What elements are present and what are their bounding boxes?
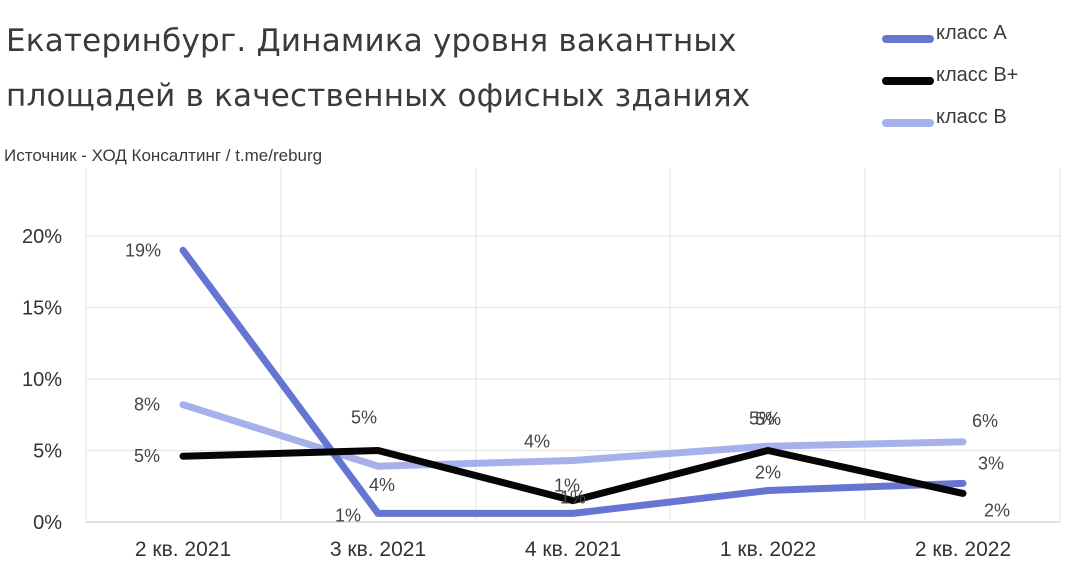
data-label-class-a: 19% [125,240,161,260]
legend-item-class-a: класс А [882,20,1072,62]
data-label-class-a: 3% [978,453,1004,473]
legend: класс А класс В+ класс В [882,20,1072,146]
legend-item-class-b: класс В [882,104,1072,146]
chart-title-line-1: Екатеринбург. Динамика уровня вакантных [6,23,737,59]
series-line-class-b-plus [179,447,967,505]
legend-swatch-class-a [882,35,934,43]
x-tick-label: 2 кв. 2021 [135,538,231,561]
y-tick-label: 5% [33,441,62,463]
legend-item-class-b-plus: класс В+ [882,62,1072,104]
x-tick-label: 2 кв. 2022 [915,538,1011,561]
y-tick-label: 0% [33,512,62,534]
legend-swatch-class-b [882,119,934,127]
data-label-class-a: 2% [755,463,781,483]
series-line-class-a [179,246,967,517]
series-line-class-b [179,401,967,470]
data-label-class-b-plus: 1% [554,476,580,496]
data-label-class-a: 1% [335,505,361,525]
data-label-class-b-plus: 2% [984,500,1010,520]
legend-swatch-class-b-plus [882,77,934,85]
legend-label-class-a: класс А [936,22,1007,44]
data-label-class-b-plus: 5% [351,408,377,428]
source-note: Источник - ХОД Консалтинг / t.me/reburg [4,146,323,165]
y-tick-label: 10% [22,369,62,391]
x-tick-label: 3 кв. 2021 [330,538,426,561]
chart-title-line-2: площадей в качественных офисных зданиях [6,78,751,114]
data-label-class-b: 6% [972,411,998,431]
legend-label-class-b: класс В [936,106,1007,128]
chart-title: Екатеринбург. Динамика уровня вакантных … [6,14,750,124]
data-label-class-b: 4% [369,475,395,495]
data-label-class-a: 1% [560,487,586,507]
legend-label-class-b-plus: класс В+ [936,64,1019,86]
data-label-class-b: 8% [134,395,160,415]
data-label-class-b-plus: 5% [134,446,160,466]
y-tick-label: 15% [22,298,62,320]
data-label-class-b-plus: 5% [749,409,775,429]
data-label-class-b: 5% [755,409,781,429]
y-tick-label: 20% [22,226,62,248]
x-tick-label: 1 кв. 2022 [720,538,816,561]
data-label-class-b: 4% [524,432,550,452]
x-tick-label: 4 кв. 2021 [525,538,621,561]
